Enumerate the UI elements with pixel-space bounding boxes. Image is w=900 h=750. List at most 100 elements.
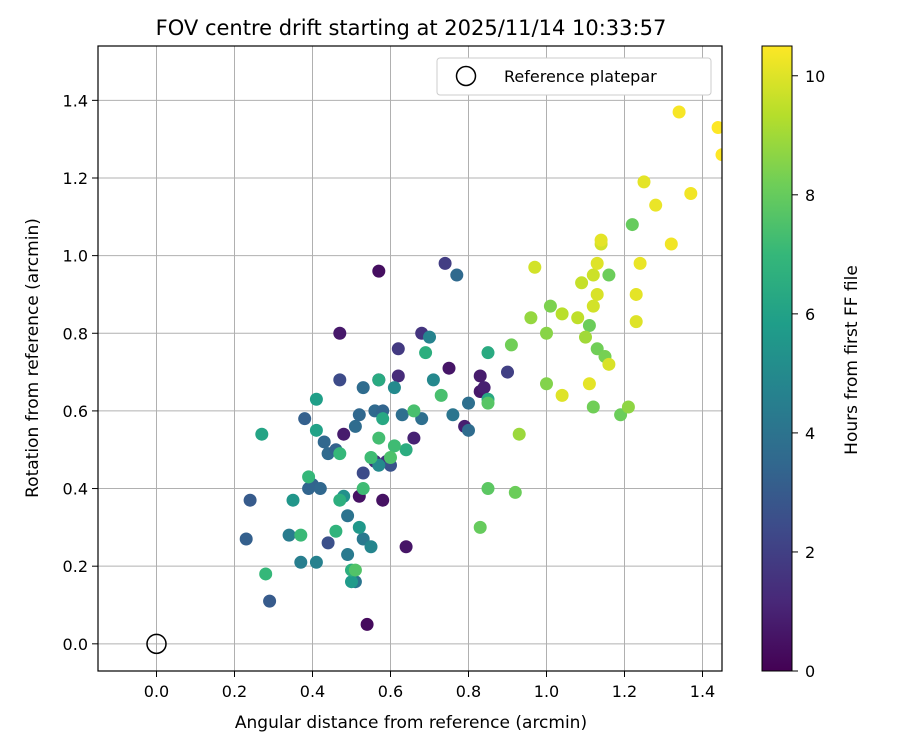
data-point (582, 377, 596, 391)
data-point (540, 377, 553, 391)
data-point (376, 412, 390, 426)
x-axis-ticks: 0.0 0.2 0.4 0.6 0.8 1.0 1.2 1.4 (144, 671, 715, 701)
data-point (621, 400, 635, 414)
data-point (438, 256, 452, 270)
data-point (333, 493, 347, 507)
data-point (255, 427, 269, 441)
data-point (309, 555, 323, 569)
data-point (462, 396, 475, 410)
data-point (629, 315, 643, 329)
data-point (364, 450, 378, 464)
data-point (684, 187, 698, 201)
data-point (543, 299, 557, 313)
data-point (481, 396, 495, 410)
data-point (302, 470, 316, 484)
y-tick-label: 1.2 (63, 169, 88, 188)
data-point (239, 532, 253, 546)
data-point (528, 260, 542, 274)
data-point (446, 408, 460, 422)
data-point (481, 482, 495, 496)
data-point (372, 264, 386, 278)
data-point (524, 311, 538, 325)
data-point (259, 567, 273, 581)
chart-title: FOV centre drift starting at 2025/11/14 … (156, 16, 667, 40)
data-point (575, 276, 589, 290)
y-tick-label: 0.4 (63, 480, 88, 499)
data-point (637, 175, 651, 189)
data-point (555, 307, 569, 321)
x-tick-label: 0.2 (222, 682, 247, 701)
x-tick-label: 1.2 (612, 682, 637, 701)
data-point (341, 548, 355, 562)
colorbar-tick-label: 2 (805, 543, 815, 562)
data-point (399, 540, 413, 554)
y-tick-label: 1.0 (63, 247, 88, 266)
data-point (571, 311, 585, 325)
colorbar: 0 2 4 6 8 10 Hours from first FF file (761, 45, 862, 681)
data-point (294, 528, 308, 542)
data-point (352, 408, 366, 422)
legend-reference-label: Reference platepar (504, 67, 657, 86)
colorbar-label: Hours from first FF file (842, 265, 862, 455)
data-point (442, 361, 456, 375)
data-point (407, 404, 421, 418)
data-point (387, 439, 401, 453)
y-axis-label: Rotation from reference (arcmin) (23, 218, 43, 498)
data-point (481, 346, 495, 360)
data-point (391, 369, 405, 383)
colorbar-tick-label: 6 (805, 305, 815, 324)
data-point (294, 555, 308, 569)
y-axis-ticks: 0.0 0.2 0.4 0.6 0.8 1.0 1.2 1.4 (63, 91, 98, 654)
y-tick-label: 0.0 (63, 635, 88, 654)
data-points (239, 105, 722, 631)
plot-area (98, 46, 722, 671)
x-axis-label: Angular distance from reference (arcmin) (235, 713, 587, 733)
data-point (345, 575, 358, 589)
colorbar-tick-label: 8 (805, 186, 815, 205)
data-point (473, 369, 487, 383)
data-point (649, 198, 663, 212)
data-point (582, 319, 596, 333)
data-point (337, 427, 351, 441)
data-point (376, 493, 390, 507)
data-point (352, 520, 366, 534)
data-point (462, 423, 475, 437)
reference-point-marker (146, 633, 167, 655)
x-tick-label: 1.0 (534, 682, 559, 701)
data-point (356, 381, 370, 395)
data-point (594, 233, 608, 247)
data-point (625, 218, 639, 232)
data-point (309, 423, 323, 437)
data-point (286, 493, 300, 507)
data-point (602, 268, 616, 282)
data-point (372, 373, 386, 387)
y-tick-label: 0.8 (63, 324, 88, 343)
x-tick-label: 1.4 (690, 682, 715, 701)
data-point (384, 450, 397, 464)
data-point (419, 346, 433, 360)
data-point (341, 509, 355, 523)
plot-frame (97, 45, 723, 672)
y-tick-label: 1.4 (63, 91, 88, 110)
data-point (372, 431, 386, 445)
data-point (407, 431, 421, 445)
x-tick-label: 0.0 (144, 682, 169, 701)
data-point (360, 617, 374, 631)
data-point (282, 528, 296, 542)
data-point (540, 326, 553, 340)
data-point (579, 330, 592, 344)
data-point (450, 268, 464, 282)
data-point (664, 237, 678, 251)
data-point (321, 536, 335, 550)
x-tick-label: 0.6 (378, 682, 403, 701)
data-point (633, 256, 647, 270)
legend: Reference platepar (436, 57, 712, 96)
data-point (302, 482, 316, 496)
data-point (309, 392, 323, 406)
data-point (391, 342, 405, 356)
y-tick-label: 0.6 (63, 402, 88, 421)
data-point (387, 381, 401, 395)
data-point (317, 435, 331, 449)
data-point (423, 330, 436, 344)
